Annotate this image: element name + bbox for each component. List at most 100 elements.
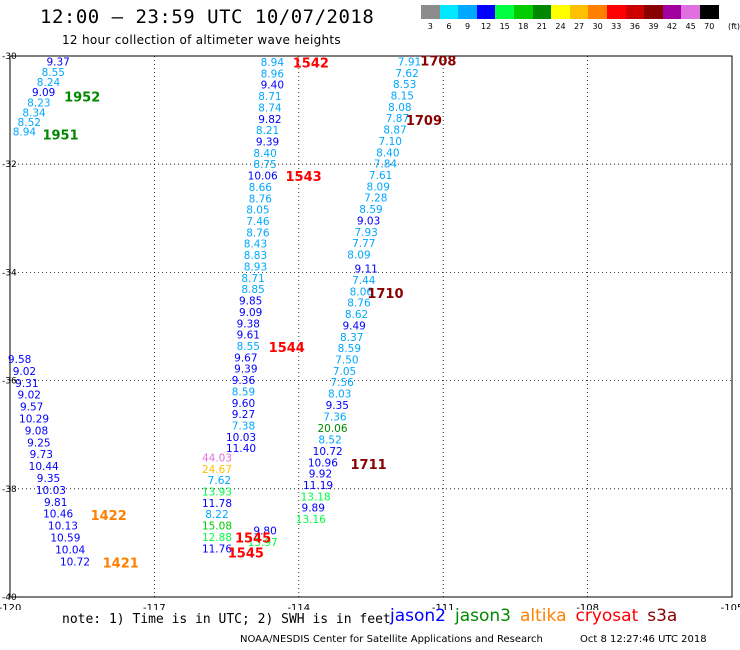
wave-height-value: 9.39: [234, 364, 257, 376]
wave-height-value: 13.16: [296, 514, 326, 526]
pass-time-label: 1710: [367, 287, 403, 302]
color-scale-swatch: [513, 5, 533, 19]
wave-height-value: 11.40: [226, 443, 256, 455]
wave-height-value: 8.34: [22, 107, 46, 119]
wave-height-value: 8.09: [347, 250, 370, 262]
wave-height-value: 8.40: [253, 148, 276, 160]
color-scale-bin: 24: [551, 5, 570, 31]
wave-height-value: 8.62: [345, 309, 368, 321]
color-scale-bin: 33: [606, 5, 626, 31]
wave-height-value: 8.85: [241, 284, 264, 296]
wave-height-value: 8.22: [205, 509, 228, 521]
color-scale-swatch: [588, 5, 607, 19]
wave-height-value: 9.92: [309, 469, 332, 481]
satellite-legend: jason2 jason3 altika cryosat s3a: [390, 606, 677, 626]
color-scale-label: 42: [666, 22, 678, 31]
wave-height-value: 8.43: [244, 239, 267, 251]
x-tick-label: -105: [721, 603, 740, 610]
color-scale-label: 15: [499, 22, 510, 31]
wave-height-value: 8.05: [246, 205, 269, 217]
color-scale-swatch: [569, 5, 589, 19]
wave-height-value: 9.38: [237, 318, 260, 330]
color-scale-label: 18: [518, 22, 529, 31]
wave-height-value: 8.96: [261, 68, 285, 80]
y-tick-label: -40: [2, 593, 17, 603]
wave-height-value: 8.74: [258, 102, 282, 114]
wave-height-value: 7.61: [369, 170, 392, 182]
wave-height-value: 7.36: [323, 411, 347, 423]
wave-height-value: 10.03: [36, 485, 66, 497]
pass-time-label: 1545: [228, 547, 264, 562]
wave-height-value: 9.03: [357, 215, 380, 227]
wave-height-value: 10.29: [19, 413, 49, 425]
pass-time-label: 1421: [103, 556, 139, 571]
color-scale-bin: 15: [495, 5, 514, 31]
wave-height-value: 10.44: [29, 461, 59, 473]
wave-height-value: 9.25: [27, 437, 50, 449]
x-tick-label: -117: [143, 603, 166, 610]
wave-height-value: 8.59: [359, 204, 382, 216]
wave-height-value: 7.77: [352, 238, 375, 250]
color-scale-unit: (ft): [728, 22, 740, 31]
credit-line: NOAA/NESDIS Center for Satellite Applica…: [240, 634, 543, 645]
pass-time-label: 1422: [91, 509, 127, 524]
wave-height-value: 7.50: [335, 355, 358, 367]
color-scale-label: 9: [464, 22, 471, 31]
wave-height-value: 9.61: [237, 330, 260, 342]
color-scale-bin: 30: [588, 5, 607, 31]
wave-height-value: 8.94: [13, 127, 37, 139]
wave-height-value: 9.81: [44, 497, 67, 509]
wave-height-value: 9.09: [32, 87, 55, 99]
legend-entry-cryosat: cryosat: [575, 606, 639, 626]
pass-time-label: 1951: [42, 128, 78, 143]
x-tick-label: -120: [0, 603, 21, 610]
wave-height-value: 11.78: [202, 498, 232, 510]
color-scale-label: 30: [592, 22, 603, 31]
wave-height-value: 8.59: [338, 343, 361, 355]
wave-height-value: 9.09: [239, 307, 262, 319]
wave-height-value: 7.10: [379, 136, 402, 148]
color-scale-swatch: [476, 5, 496, 19]
wave-height-value: 24.67: [202, 464, 232, 476]
y-tick-label: -30: [2, 52, 17, 62]
wave-height-value: 15.08: [202, 521, 232, 533]
pass-time-label: 1709: [406, 114, 442, 129]
wave-height-value: 10.03: [226, 432, 256, 444]
wave-height-value: 10.06: [248, 171, 278, 183]
wave-height-value: 8.21: [256, 125, 279, 137]
plot-frame: [9, 55, 733, 598]
color-scale-bin: 12: [476, 5, 496, 31]
wave-height-value: 8.87: [383, 125, 406, 137]
y-tick-label: -38: [2, 485, 17, 495]
color-scale-swatch: [606, 5, 626, 19]
color-scale-bin: 39: [644, 5, 663, 31]
wave-height-value: 10.46: [43, 509, 73, 521]
color-scale-swatch: [495, 5, 514, 19]
wave-height-value: 13.93: [202, 487, 232, 499]
wave-height-value: 9.27: [232, 409, 255, 421]
color-scale-bin: 18: [513, 5, 533, 31]
color-scale-swatch: [644, 5, 663, 19]
wave-height-value: 8.24: [37, 77, 61, 89]
y-tick-label: -34: [2, 268, 17, 278]
wave-height-value: 7.62: [208, 475, 231, 487]
color-scale-bin: 36: [625, 5, 645, 31]
wave-height-value: 8.75: [253, 159, 276, 171]
wave-height-value: 9.39: [256, 136, 279, 148]
pass-time-label: 1711: [350, 458, 386, 473]
wave-height-value: 10.04: [55, 544, 85, 556]
wave-height-value: 8.03: [328, 389, 351, 401]
legend-entry-s3a: s3a: [647, 606, 678, 626]
wave-height-value: 7.05: [333, 366, 356, 378]
color-scale-swatch: [458, 5, 477, 19]
wave-height-value: 8.76: [246, 227, 270, 239]
color-scale-swatch: [681, 5, 700, 19]
color-scale-label: 12: [480, 22, 492, 31]
color-scale-label: 27: [573, 22, 585, 31]
wave-height-value: 8.52: [318, 435, 341, 447]
wave-height-value: 10.59: [50, 532, 80, 544]
wave-height-value: 8.93: [244, 261, 267, 273]
wave-height-value: 9.11: [354, 264, 377, 276]
color-scale-label: 6: [446, 22, 452, 31]
legend-entry-altika: altika: [520, 606, 567, 626]
